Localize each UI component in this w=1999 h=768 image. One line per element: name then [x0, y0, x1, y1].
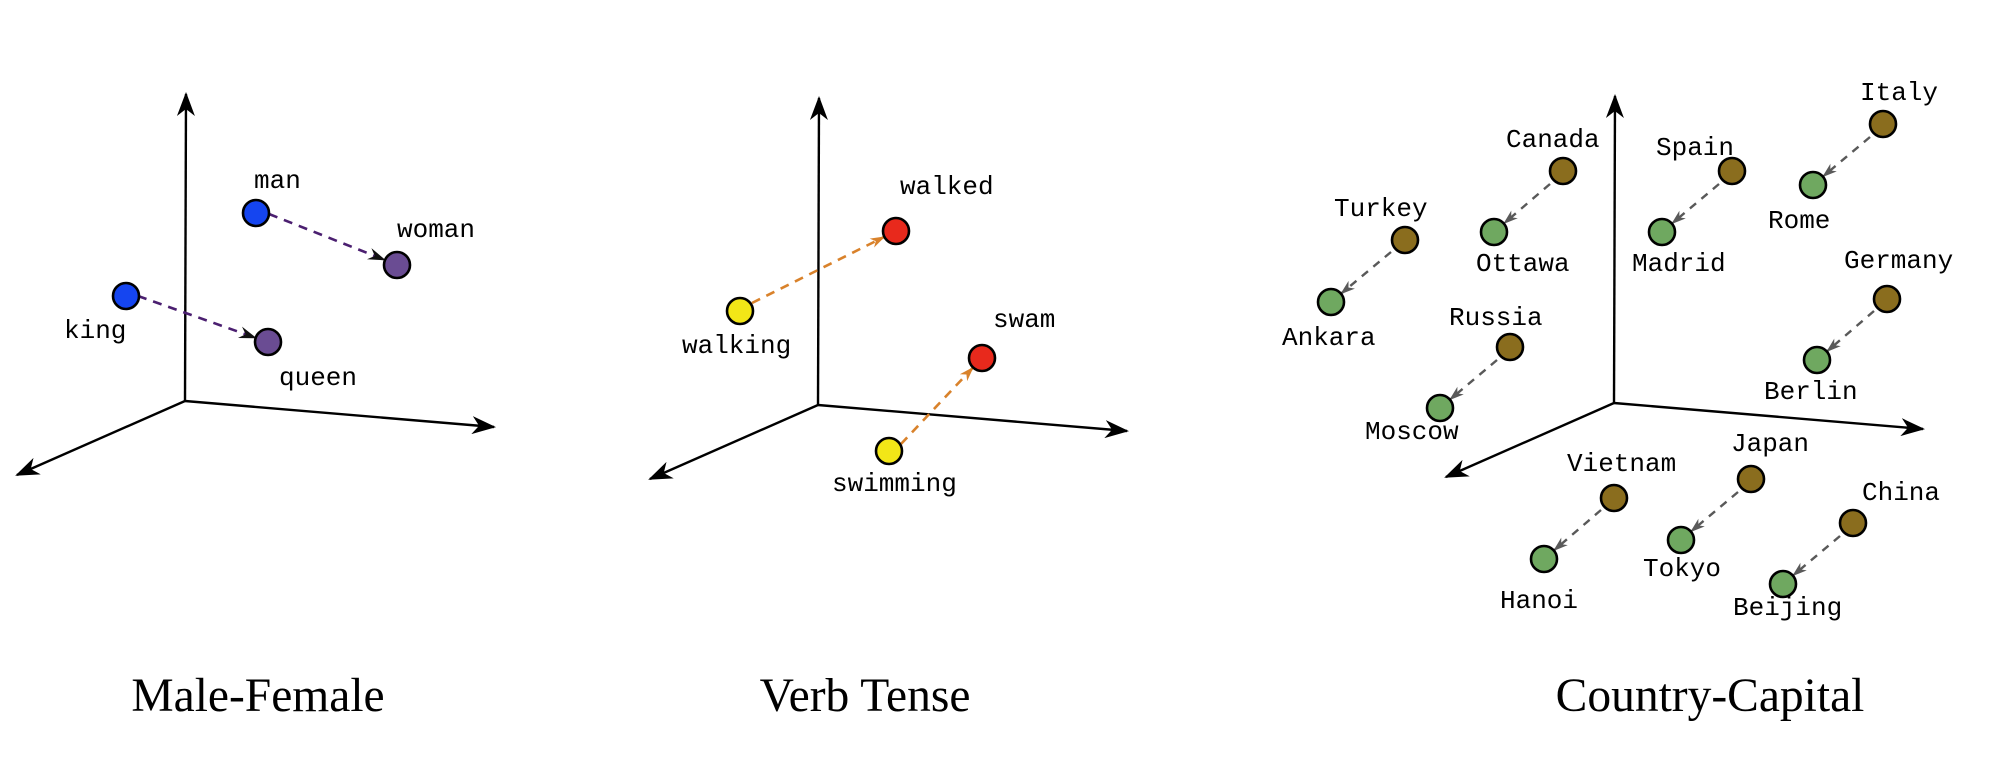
svg-text:Turkey: Turkey — [1334, 194, 1428, 224]
svg-text:walked: walked — [900, 172, 994, 202]
svg-text:woman: woman — [397, 215, 475, 245]
svg-text:Tokyo: Tokyo — [1643, 554, 1721, 584]
svg-text:queen: queen — [279, 363, 357, 393]
svg-text:Moscow: Moscow — [1365, 417, 1459, 447]
svg-text:Ankara: Ankara — [1282, 323, 1376, 353]
svg-text:China: China — [1862, 478, 1940, 508]
svg-text:Verb Tense: Verb Tense — [760, 670, 971, 722]
svg-text:Germany: Germany — [1844, 246, 1953, 276]
svg-text:Canada: Canada — [1506, 125, 1600, 155]
svg-text:man: man — [254, 166, 301, 196]
svg-text:Madrid: Madrid — [1632, 249, 1726, 279]
svg-text:Japan: Japan — [1731, 429, 1809, 459]
svg-text:Italy: Italy — [1860, 78, 1938, 108]
svg-text:Ottawa: Ottawa — [1476, 249, 1570, 279]
svg-text:swimming: swimming — [832, 469, 957, 499]
svg-text:Beijing: Beijing — [1733, 593, 1842, 623]
svg-text:Vietnam: Vietnam — [1567, 449, 1676, 479]
svg-text:king: king — [64, 316, 126, 346]
svg-text:Berlin: Berlin — [1764, 377, 1858, 407]
svg-text:Rome: Rome — [1768, 206, 1830, 236]
svg-text:swam: swam — [993, 305, 1055, 335]
svg-text:walking: walking — [682, 331, 791, 361]
svg-text:Russia: Russia — [1449, 303, 1543, 333]
svg-text:Hanoi: Hanoi — [1500, 586, 1578, 616]
svg-text:Country-Capital: Country-Capital — [1556, 670, 1865, 722]
svg-text:Spain: Spain — [1656, 133, 1734, 163]
svg-text:Male-Female: Male-Female — [131, 670, 384, 722]
